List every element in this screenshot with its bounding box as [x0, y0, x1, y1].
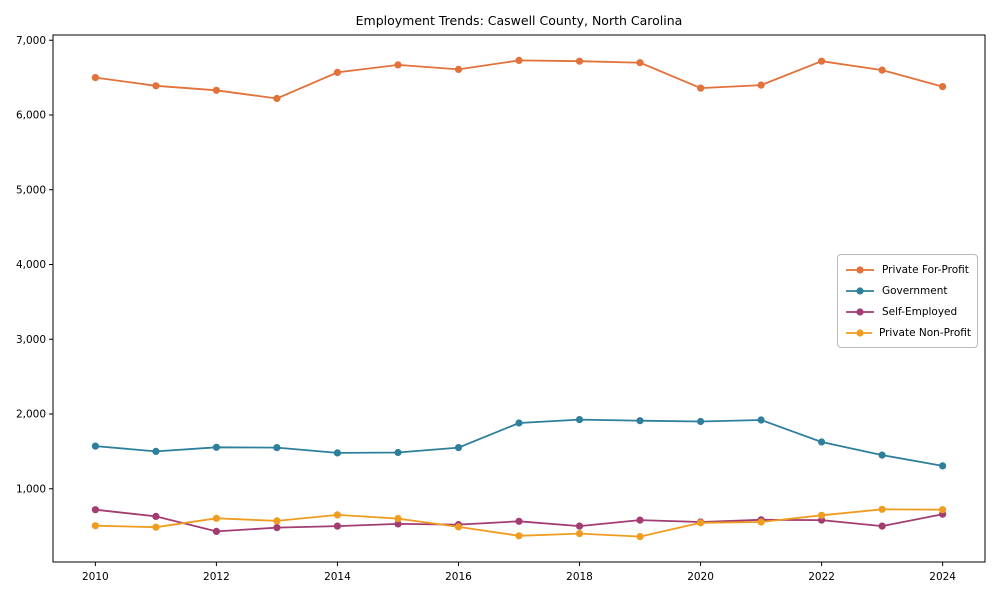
legend-item-label: Private For-Profit: [882, 263, 969, 276]
data-point: [757, 518, 765, 526]
data-point: [515, 532, 523, 540]
data-point: [697, 519, 705, 527]
data-point: [333, 68, 341, 76]
y-tick-label: 5,000: [16, 184, 46, 196]
data-point: [697, 84, 705, 92]
data-point: [273, 517, 281, 525]
data-point: [878, 451, 886, 459]
data-point: [454, 444, 463, 452]
data-point: [333, 449, 341, 457]
data-point: [575, 416, 584, 424]
data-point: [939, 462, 947, 470]
data-point: [394, 448, 402, 457]
y-tick-label: 7,000: [16, 35, 46, 47]
data-point: [152, 512, 160, 521]
data-point: [757, 416, 765, 424]
series-government: [91, 416, 947, 470]
plot-frame: [52, 34, 986, 563]
series-private-non-profit: [91, 505, 947, 541]
x-tick-label: 2024: [929, 571, 956, 583]
data-point: [152, 82, 160, 90]
legend-swatch-icon: [846, 286, 874, 295]
data-point: [697, 417, 705, 426]
series-line: [95, 59, 943, 100]
data-point: [515, 56, 523, 64]
series-self-employed: [91, 506, 947, 536]
data-point: [212, 527, 220, 536]
data-point: [575, 57, 584, 65]
y-tick-label: 2,000: [16, 409, 46, 421]
x-tick-label: 2018: [566, 571, 593, 583]
legend-item-label: Government: [882, 284, 948, 297]
legend-item-label: Private Non-Profit: [878, 326, 971, 339]
legend-item: Private For-Profit: [845, 259, 971, 280]
data-point: [878, 66, 886, 74]
x-tick-label: 2014: [324, 571, 351, 583]
legend-item-label: Self-Employed: [882, 305, 958, 318]
chart-title: Employment Trends: Caswell County, North…: [355, 13, 683, 28]
x-tick-label: 2016: [445, 571, 472, 583]
data-point: [394, 515, 402, 523]
legend-swatch-icon: [846, 307, 874, 316]
data-point: [878, 505, 886, 513]
data-point: [515, 419, 523, 427]
y-tick-label: 4,000: [16, 259, 46, 271]
series-private-for-profit: [91, 56, 947, 103]
data-point: [212, 514, 220, 522]
data-point: [91, 74, 99, 82]
data-point: [91, 442, 99, 450]
chart-legend: Private For-Profit Government Self-Employe…: [837, 254, 978, 348]
legend-item: Self-Employed: [845, 301, 971, 322]
data-point: [91, 522, 99, 530]
data-point: [636, 516, 644, 524]
x-tick-label: 2012: [203, 571, 230, 583]
data-point: [575, 522, 584, 530]
data-point: [454, 65, 463, 73]
data-point: [636, 533, 644, 541]
data-point: [515, 517, 523, 525]
data-point: [212, 86, 220, 94]
x-tick-label: 2022: [808, 571, 835, 583]
data-point: [454, 523, 463, 531]
data-point: [152, 523, 160, 531]
legend-swatch-icon: [846, 265, 874, 274]
data-point: [818, 511, 826, 519]
data-point: [636, 417, 644, 425]
legend-item: Private Non-Profit: [845, 322, 971, 343]
data-point: [273, 444, 281, 452]
data-point: [575, 530, 584, 538]
data-point: [273, 524, 281, 532]
data-point: [333, 522, 341, 530]
legend-item: Government: [845, 280, 971, 301]
legend-swatch-icon: [846, 328, 872, 337]
data-point: [212, 443, 220, 451]
data-point: [818, 57, 826, 65]
x-tick-label: 2010: [82, 571, 109, 583]
data-point: [333, 511, 341, 519]
y-tick-label: 1,000: [16, 483, 46, 495]
data-point: [757, 81, 765, 89]
y-tick-label: 3,000: [16, 334, 46, 346]
data-point: [878, 522, 886, 530]
data-point: [273, 94, 281, 103]
x-tick-label: 2020: [687, 571, 714, 583]
data-point: [939, 83, 947, 91]
data-point: [91, 506, 99, 514]
data-point: [939, 506, 947, 514]
data-point: [152, 447, 160, 455]
data-point: [394, 61, 402, 69]
data-point: [818, 438, 826, 446]
data-point: [636, 59, 644, 67]
data-point: [394, 520, 402, 528]
y-tick-label: 6,000: [16, 110, 46, 122]
